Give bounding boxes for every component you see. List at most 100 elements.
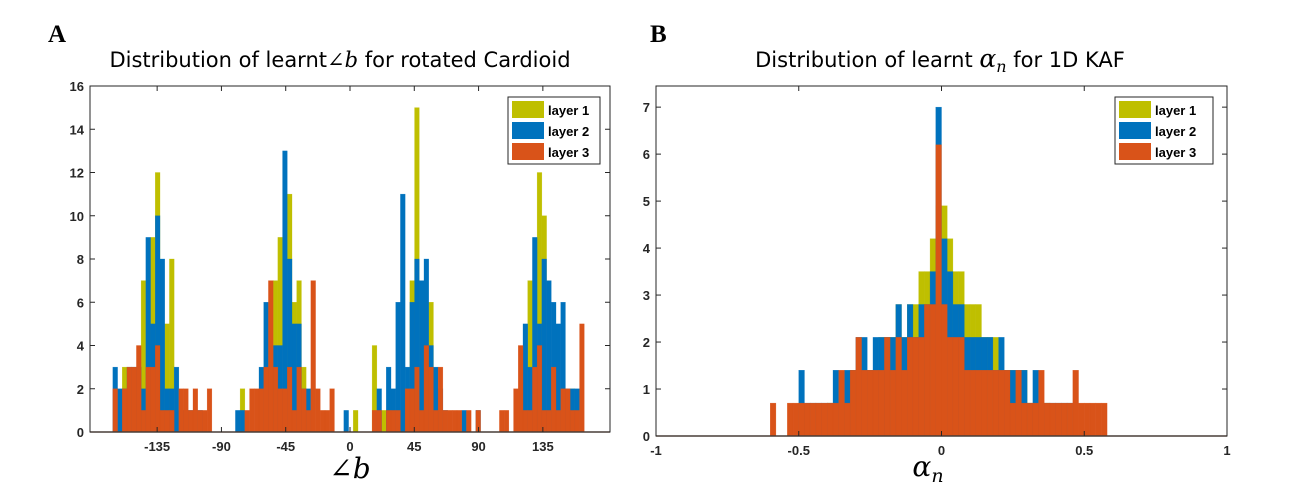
bar-layer-3 — [452, 410, 458, 433]
bar-layer-3 — [206, 388, 213, 433]
bar-layer-3 — [155, 345, 161, 433]
bar-layer-3 — [555, 410, 561, 433]
bar-layer-3 — [428, 366, 434, 433]
bar-layer-3 — [929, 304, 936, 437]
bar-layer-3 — [1084, 402, 1091, 437]
bar-layer-3 — [1026, 402, 1034, 437]
bar-layer-3 — [1049, 402, 1056, 437]
bar-layer-3 — [136, 345, 142, 433]
panel-label-a: A — [48, 21, 66, 48]
x-tick-label: 0.5 — [1075, 443, 1093, 458]
y-tick-label: 0 — [77, 425, 84, 440]
bar-layer-2 — [541, 258, 547, 433]
legend-swatch-layer-3 — [512, 143, 544, 160]
bar-layer-3 — [565, 388, 571, 433]
bar-layer-3 — [935, 144, 942, 437]
bar-layer-3 — [792, 402, 799, 437]
bar-layer-3 — [169, 410, 175, 433]
bar-layer-3 — [889, 370, 897, 437]
bar-layer-2 — [546, 280, 552, 433]
bar-layer-3 — [924, 304, 931, 437]
bar-layer-3 — [183, 388, 189, 433]
bar-layer-3 — [447, 410, 453, 433]
bar-layer-3 — [503, 410, 510, 433]
x-axis-label-b-sub: n — [931, 465, 943, 486]
x-tick-label: -90 — [212, 439, 231, 454]
chart-title-b: Distribution of learnt αn for 1D KAF — [755, 44, 1125, 76]
bar-layer-2 — [419, 280, 425, 433]
bar-layer-3 — [574, 410, 580, 433]
bar-layer-3 — [437, 366, 444, 433]
bar-layer-3 — [386, 410, 392, 433]
panel-label-b: B — [650, 21, 667, 48]
y-tick-label: 4 — [77, 339, 85, 354]
bar-layer-3 — [952, 337, 959, 437]
legend-swatch-layer-2 — [1119, 122, 1151, 139]
legend-swatch-layer-1 — [1119, 101, 1151, 118]
bar-layer-3 — [560, 388, 566, 433]
bar-layer-3 — [277, 388, 283, 433]
bar-layer-3 — [178, 388, 184, 433]
bar-layer-3 — [192, 388, 198, 433]
bar-layer-3 — [414, 366, 420, 433]
bar-layer-3 — [884, 337, 891, 437]
bar-layer-3 — [376, 410, 382, 433]
bar-layer-3 — [1009, 402, 1016, 437]
bar-layer-3 — [268, 280, 274, 433]
bar-layer-3 — [861, 370, 868, 437]
bar-layer-3 — [1044, 402, 1051, 437]
title-b-suffix: for 1D KAF — [1007, 48, 1125, 72]
y-tick-label: 4 — [643, 241, 651, 256]
bar-layer-3 — [419, 410, 425, 433]
chart-title-a: Distribution of learnt∠b for rotated Car… — [109, 48, 570, 72]
plot-area-b: -1 -0.5 0 0.5 1 0 1 2 3 4 5 6 7 layer 1 layer 2 layer 3 — [643, 85, 1231, 458]
x-tick-label: -0.5 — [788, 443, 810, 458]
bar-layer-3 — [992, 370, 999, 437]
bar-layer-3 — [112, 388, 118, 433]
bar-layer-3 — [131, 366, 137, 433]
bar-layer-3 — [804, 402, 811, 437]
bar-layer-3 — [159, 410, 165, 433]
bar-layer-3 — [912, 337, 919, 437]
title-a-suffix: for rotated Cardioid — [358, 48, 570, 72]
bar-layer-2 — [173, 366, 180, 433]
bar-layer-2 — [117, 388, 123, 433]
bar-layer-3 — [815, 402, 822, 437]
bar-layer-3 — [947, 337, 954, 437]
legend-label: layer 1 — [1155, 103, 1196, 118]
x-tick-label: 0 — [346, 439, 353, 454]
bar-layer-3 — [872, 370, 879, 437]
bar-layer-3 — [404, 388, 411, 433]
bar-layer-3 — [1101, 402, 1108, 437]
bar-layer-3 — [1038, 370, 1045, 437]
bar-layer-3 — [249, 388, 255, 433]
legend-swatch-layer-3 — [1119, 143, 1151, 160]
bar-layer-3 — [433, 410, 439, 433]
bar-layer-3 — [390, 410, 396, 433]
bar-layer-3 — [518, 345, 524, 433]
y-tick-label: 3 — [643, 288, 650, 303]
bar-layer-3 — [901, 370, 908, 437]
title-b-math-sub: n — [996, 57, 1006, 76]
y-tick-label: 7 — [643, 100, 650, 115]
bar-layer-3 — [499, 410, 505, 433]
bar-layer-3 — [466, 410, 472, 433]
y-tick-label: 12 — [70, 166, 84, 181]
title-b-math: α — [979, 44, 996, 73]
bar-layer-3 — [296, 366, 302, 433]
legend-swatch-layer-1 — [512, 101, 544, 118]
bar-layer-3 — [126, 366, 132, 433]
legend-label: layer 1 — [548, 103, 589, 118]
bar-layer-3 — [907, 337, 914, 437]
x-tick-label: 45 — [407, 439, 421, 454]
bar-layer-2 — [235, 410, 241, 433]
bar-layer-3 — [975, 370, 982, 437]
bar-layer-3 — [1095, 402, 1102, 437]
bar-layer-2 — [461, 410, 467, 433]
y-tick-label: 6 — [643, 147, 650, 162]
legend-label: layer 3 — [548, 145, 589, 160]
bar-layer-3 — [770, 402, 777, 437]
y-tick-label: 14 — [70, 122, 85, 137]
y-tick-label: 1 — [643, 382, 650, 397]
